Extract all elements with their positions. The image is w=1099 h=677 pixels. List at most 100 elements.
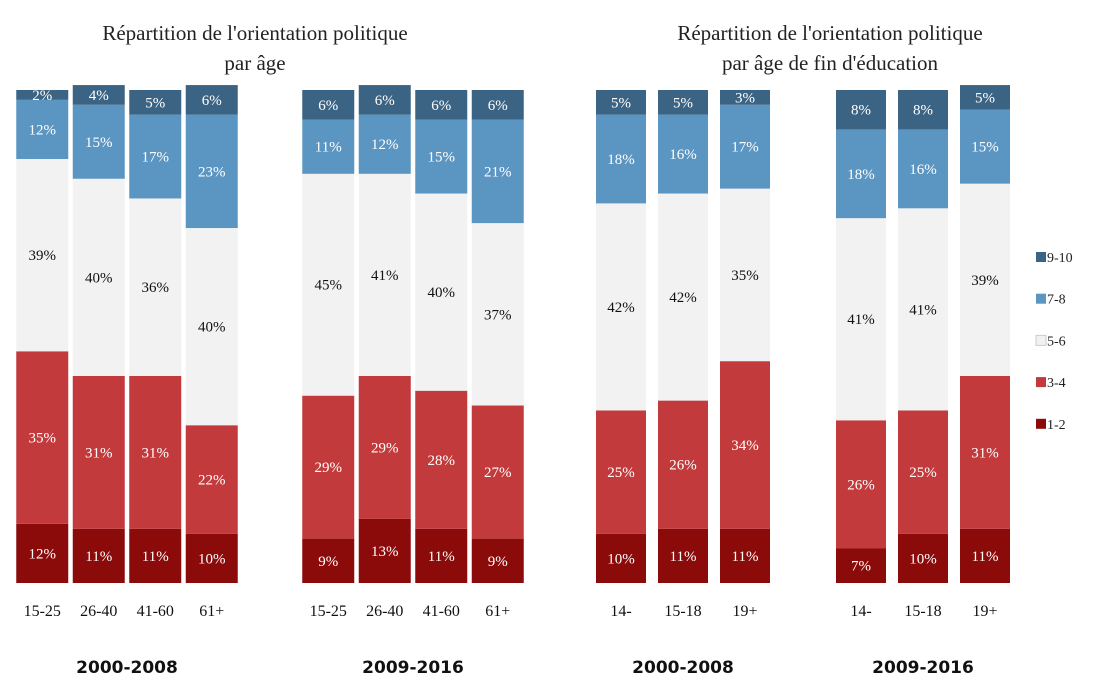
- x-tick-label: 14-: [610, 603, 631, 620]
- value-label: 8%: [913, 103, 933, 119]
- value-label: 12%: [29, 122, 57, 138]
- value-label: 39%: [29, 248, 57, 264]
- value-label: 22%: [198, 472, 226, 488]
- bar-segment: [72, 178, 125, 376]
- bar-segment: [720, 361, 770, 529]
- value-label: 41%: [909, 302, 937, 318]
- x-tick-label: 15-25: [310, 603, 347, 620]
- value-label: 11%: [670, 549, 697, 565]
- x-tick-label: 26-40: [80, 603, 117, 620]
- bar-segment: [596, 533, 646, 583]
- bar-segment: [185, 228, 238, 426]
- bar-segment: [596, 203, 646, 411]
- group-label: 2009-2016: [362, 658, 464, 677]
- chart-title: par âge: [224, 51, 285, 75]
- bar-segment: [471, 223, 524, 406]
- legend-label: 3-4: [1047, 376, 1066, 391]
- x-tick-label: 15-25: [24, 603, 61, 620]
- value-label: 8%: [851, 103, 871, 119]
- value-label: 11%: [142, 549, 169, 565]
- value-label: 15%: [428, 150, 456, 166]
- legend-label: 5-6: [1047, 334, 1066, 349]
- value-label: 6%: [318, 98, 338, 114]
- bar-segment: [185, 425, 238, 534]
- value-label: 15%: [85, 135, 113, 151]
- bar-segment: [720, 104, 770, 189]
- x-tick-label: 61+: [199, 603, 224, 620]
- bar-segment: [960, 85, 1010, 110]
- value-label: 26%: [847, 477, 875, 493]
- bar-segment: [471, 405, 524, 539]
- bar-segment: [898, 533, 948, 583]
- value-label: 3%: [735, 90, 755, 106]
- bar-segment: [960, 375, 1010, 529]
- bar-segment: [358, 114, 411, 174]
- bar-segment: [836, 548, 886, 583]
- bar-segment: [836, 420, 886, 549]
- value-label: 45%: [315, 278, 343, 294]
- bar-segment: [960, 183, 1010, 376]
- legend-label: 1-2: [1047, 418, 1066, 433]
- bar-segment: [658, 193, 708, 401]
- value-label: 10%: [909, 551, 937, 567]
- bar-segment: [129, 375, 182, 529]
- x-tick-label: 41-60: [137, 603, 174, 620]
- value-label: 25%: [909, 465, 937, 481]
- bar-segment: [658, 528, 708, 583]
- bar-segment: [898, 410, 948, 534]
- bar-segment: [72, 375, 125, 529]
- value-label: 29%: [371, 440, 399, 456]
- value-label: 11%: [732, 549, 759, 565]
- bar-segment: [898, 90, 948, 130]
- value-label: 31%: [85, 445, 113, 461]
- legend-swatch: [1036, 252, 1046, 262]
- bar-segment: [415, 528, 468, 583]
- value-label: 4%: [89, 88, 109, 104]
- value-label: 10%: [198, 551, 226, 567]
- value-label: 31%: [142, 445, 170, 461]
- value-label: 35%: [731, 268, 759, 284]
- value-label: 41%: [371, 268, 399, 284]
- bar-segment: [72, 528, 125, 583]
- value-label: 36%: [142, 280, 170, 296]
- bar-segment: [129, 114, 182, 199]
- bar-segment: [836, 218, 886, 421]
- bar-segment: [658, 90, 708, 115]
- bar-segment: [129, 528, 182, 583]
- bar-segment: [658, 400, 708, 529]
- chart-title: par âge de fin d'éducation: [722, 51, 939, 75]
- value-label: 6%: [431, 98, 451, 114]
- bar-segment: [302, 538, 355, 583]
- bar-segment: [185, 533, 238, 583]
- value-label: 29%: [315, 460, 343, 476]
- bar-segment: [129, 90, 182, 115]
- value-label: 25%: [607, 465, 635, 481]
- bar-segment: [358, 518, 411, 583]
- value-label: 31%: [971, 445, 999, 461]
- value-label: 18%: [847, 167, 875, 183]
- bar-segment: [16, 99, 69, 160]
- x-tick-label: 19+: [972, 603, 997, 620]
- x-tick-label: 14-: [850, 603, 871, 620]
- bar-segment: [898, 208, 948, 411]
- group-label: 2000-2008: [76, 658, 178, 677]
- bar-segment: [358, 173, 411, 376]
- bar-segment: [72, 104, 125, 179]
- bar-segment: [72, 85, 125, 105]
- bar-segment: [471, 538, 524, 583]
- value-label: 10%: [607, 551, 635, 567]
- value-label: 12%: [371, 137, 399, 153]
- value-label: 28%: [428, 453, 456, 469]
- value-label: 21%: [484, 164, 512, 180]
- value-label: 7%: [851, 559, 871, 575]
- bar-segment: [358, 85, 411, 115]
- legend-swatch: [1035, 334, 1047, 346]
- legend-label: 7-8: [1047, 293, 1066, 308]
- bar-segment: [720, 528, 770, 583]
- group-label: 2009-2016: [872, 658, 974, 677]
- bar-segment: [302, 395, 355, 539]
- bar-segment: [471, 119, 524, 224]
- value-label: 40%: [428, 285, 456, 301]
- bar-segment: [836, 129, 886, 219]
- value-label: 11%: [315, 140, 342, 156]
